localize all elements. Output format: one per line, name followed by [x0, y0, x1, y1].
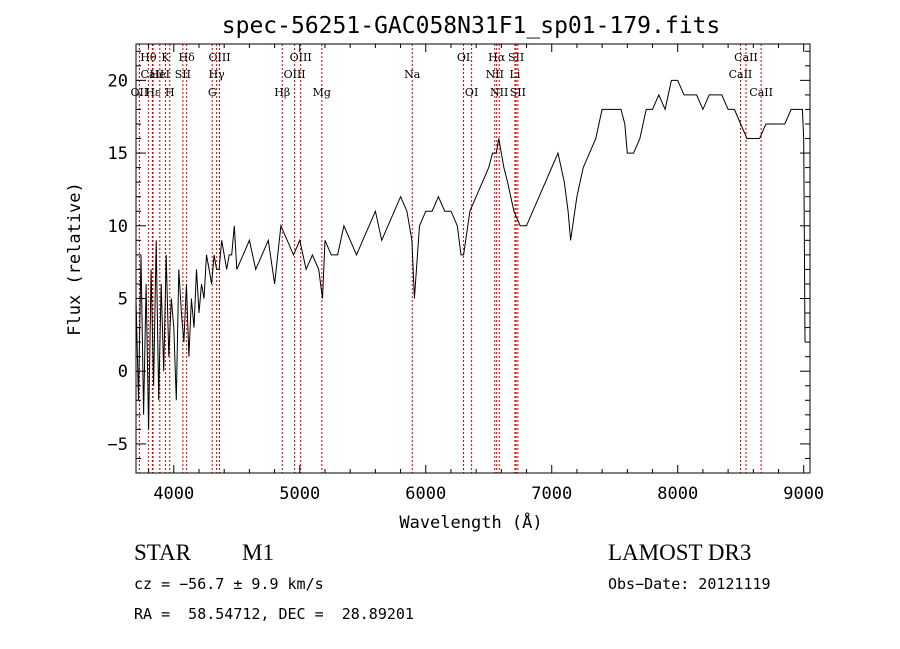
marker-label: Hε [145, 86, 161, 99]
axis-ticks: 4000 5000 6000 7000 8000 9000 −5 0 5 10 15 20 [108, 44, 824, 504]
marker-label: K [161, 51, 170, 64]
marker-label: SII [175, 68, 191, 81]
y-tick-label: 10 [108, 217, 128, 237]
x-axis-label: Wavelength (Å) [399, 511, 542, 533]
x-tick-label: 5000 [279, 484, 320, 504]
marker-label: Hγ [209, 68, 226, 81]
marker-label: Li [510, 68, 521, 81]
marker-label: SII [510, 86, 526, 99]
object-subclass: M1 [242, 540, 274, 565]
marker-label: G [208, 86, 217, 99]
marker-label: OI [457, 51, 470, 64]
x-tick-label: 6000 [405, 484, 446, 504]
marker-label: Hθ [140, 51, 157, 64]
marker-label: Hα [488, 51, 506, 64]
marker-label: CaII [749, 86, 773, 99]
y-tick-label: 5 [118, 289, 128, 309]
x-tick-label: 8000 [657, 484, 698, 504]
marker-label: HeI [150, 68, 170, 81]
marker-label: Na [404, 68, 421, 81]
marker-label: Mg [313, 86, 331, 99]
obs-date-text: Obs−Date: 20121119 [608, 575, 771, 593]
marker-label: CaII [141, 68, 165, 81]
plot-frame [135, 43, 811, 474]
marker-label: NII [486, 68, 504, 81]
marker-label: OII [131, 86, 149, 99]
marker-label: OI [465, 86, 478, 99]
marker-label: CaII [729, 68, 753, 81]
marker-label: Hβ [274, 86, 290, 99]
marker-label: OIII [208, 51, 230, 64]
coords-text: RA = 58.54712, DEC = 28.89201 [134, 605, 414, 623]
y-tick-label: 0 [118, 362, 128, 382]
marker-label: SII [508, 51, 524, 64]
y-tick-label: 15 [108, 144, 128, 164]
y-tick-label: −5 [108, 435, 128, 455]
marker-label: OIII [284, 68, 306, 81]
redshift-text: cz = −56.7 ± 9.9 km/s [134, 575, 324, 593]
spectrum-line [135, 79, 806, 430]
marker-label: H [165, 86, 175, 99]
object-class: STAR [134, 540, 191, 565]
x-tick-label: 9000 [783, 484, 824, 504]
marker-label: NII [490, 86, 508, 99]
marker-label: CaII [734, 51, 758, 64]
marker-label: Hδ [179, 51, 196, 64]
spectrum-chart: spec-56251-GAC058N31F1_sp01-179.fits Hθ K… [65, 13, 824, 533]
y-axis-label: Flux (relative) [65, 182, 85, 336]
chart-title: spec-56251-GAC058N31F1_sp01-179.fits [222, 13, 721, 39]
y-tick-label: 20 [108, 71, 128, 91]
x-tick-label: 4000 [153, 484, 194, 504]
survey-name: LAMOST DR3 [608, 540, 752, 565]
marker-label: OIII [290, 51, 312, 64]
x-tick-label: 7000 [531, 484, 572, 504]
